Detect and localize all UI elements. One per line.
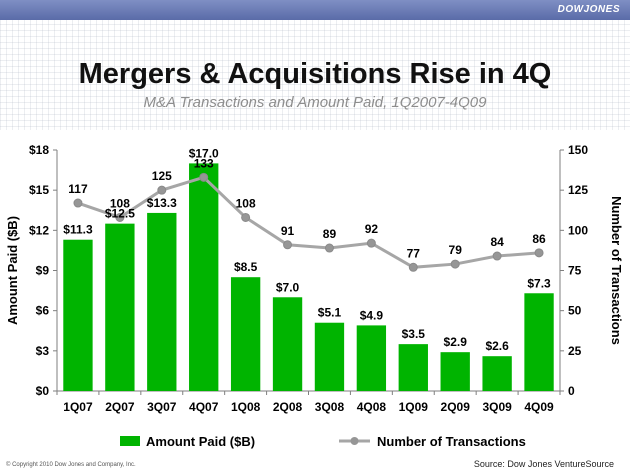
left-tick-label: $15 bbox=[29, 183, 49, 197]
bar-value-label: $12.5 bbox=[105, 207, 135, 221]
legend-swatch-marker bbox=[350, 437, 359, 445]
bar bbox=[524, 293, 554, 391]
source-text: Source: Dow Jones VentureSource bbox=[473, 459, 614, 469]
bar bbox=[482, 356, 512, 391]
left-axis-title: Amount Paid ($B) bbox=[5, 216, 20, 325]
bar-value-label: $3.5 bbox=[402, 327, 426, 341]
left-tick-label: $9 bbox=[36, 264, 50, 278]
dow-jones-logo: DOWJONES bbox=[557, 4, 620, 15]
bar-value-label: $7.3 bbox=[527, 276, 551, 290]
x-tick-label: 1Q08 bbox=[231, 400, 261, 414]
bar bbox=[314, 322, 345, 391]
line-marker bbox=[73, 198, 83, 208]
line-value-label: 108 bbox=[110, 196, 130, 210]
line-marker bbox=[199, 172, 209, 182]
bar bbox=[230, 277, 261, 391]
left-tick-label: $18 bbox=[29, 143, 49, 157]
bar-value-label: $7.0 bbox=[276, 280, 300, 294]
bar-value-label: $13.3 bbox=[147, 196, 177, 210]
bar bbox=[189, 163, 219, 391]
legend-swatch-bar bbox=[120, 436, 140, 446]
line-marker bbox=[324, 243, 334, 253]
line-marker bbox=[366, 238, 376, 248]
copyright-text: © Copyright 2010 Dow Jones and Company, … bbox=[6, 462, 136, 468]
combo-chart: $0 $3 $6 $9 $12 $15 $18 0 25 50 75 100 125 150 1Q07 2Q0… bbox=[0, 130, 630, 460]
bar-value-label: $5.1 bbox=[318, 306, 342, 320]
line-marker bbox=[534, 248, 544, 258]
line-value-label: 108 bbox=[236, 196, 256, 210]
right-tick-label: 25 bbox=[568, 344, 582, 358]
left-tick-label: $3 bbox=[36, 344, 50, 358]
x-tick-label: 2Q07 bbox=[105, 400, 135, 414]
line-marker bbox=[283, 240, 293, 250]
line-marker bbox=[157, 185, 167, 195]
bar-value-label: $17.0 bbox=[189, 146, 219, 160]
bar bbox=[272, 297, 303, 391]
right-tick-label: 75 bbox=[568, 264, 582, 278]
line-value-label: 91 bbox=[281, 224, 295, 238]
line-value-label: 133 bbox=[194, 156, 214, 170]
bar-value-label: $2.6 bbox=[485, 339, 509, 353]
line-value-label: 89 bbox=[323, 227, 337, 241]
x-tick-label: 2Q09 bbox=[441, 400, 471, 414]
line-marker bbox=[450, 259, 460, 269]
line-marker bbox=[115, 212, 125, 222]
bar-value-label: $8.5 bbox=[234, 260, 258, 274]
x-tick-label: 4Q07 bbox=[189, 400, 219, 414]
left-tick-label: $0 bbox=[36, 384, 50, 398]
right-tick-label: 125 bbox=[568, 183, 588, 197]
line-value-label: 86 bbox=[532, 232, 546, 246]
bar-value-label: $4.9 bbox=[360, 308, 384, 322]
legend-label-amount: Amount Paid ($B) bbox=[146, 434, 255, 449]
line-value-label: 92 bbox=[365, 222, 379, 236]
x-tick-label: 3Q09 bbox=[482, 400, 512, 414]
line-marker bbox=[492, 251, 502, 261]
line-value-label: 77 bbox=[407, 246, 421, 260]
bar bbox=[440, 352, 470, 391]
x-tick-label: 4Q09 bbox=[524, 400, 554, 414]
line-value-label: 84 bbox=[490, 235, 504, 249]
bar-value-label: $11.3 bbox=[63, 223, 93, 237]
slide-title: Mergers & Acquisitions Rise in 4Q bbox=[78, 58, 552, 90]
right-tick-label: 150 bbox=[568, 143, 588, 157]
line-value-label: 125 bbox=[152, 169, 172, 183]
bar bbox=[356, 325, 387, 391]
bar bbox=[147, 212, 177, 391]
line-marker bbox=[241, 212, 251, 222]
bar bbox=[398, 344, 428, 391]
line-marker bbox=[408, 262, 418, 272]
left-tick-label: $12 bbox=[29, 223, 49, 237]
header-band: DOWJONES bbox=[0, 0, 630, 20]
x-tick-label: 2Q08 bbox=[273, 400, 303, 414]
bar bbox=[63, 239, 93, 391]
transactions-line bbox=[77, 175, 540, 269]
right-tick-label: 100 bbox=[568, 223, 588, 237]
x-tick-label: 1Q09 bbox=[399, 400, 429, 414]
line-value-label: 79 bbox=[449, 243, 463, 257]
right-axis-title: Number of Transactions bbox=[609, 196, 624, 345]
right-tick-label: 50 bbox=[568, 304, 582, 318]
x-tick-label: 1Q07 bbox=[63, 400, 93, 414]
left-tick-label: $6 bbox=[36, 304, 50, 318]
legend-label-transactions: Number of Transactions bbox=[377, 434, 526, 449]
x-tick-label: 4Q08 bbox=[357, 400, 387, 414]
x-tick-label: 3Q07 bbox=[147, 400, 177, 414]
line-value-label: 117 bbox=[68, 182, 88, 196]
x-tick-label: 3Q08 bbox=[315, 400, 345, 414]
slide-subtitle: M&A Transactions and Amount Paid, 1Q2007… bbox=[143, 94, 487, 111]
right-tick-label: 0 bbox=[568, 384, 575, 398]
bar-value-label: $2.9 bbox=[444, 335, 468, 349]
title-background-pattern bbox=[0, 20, 630, 145]
bar bbox=[105, 223, 135, 391]
